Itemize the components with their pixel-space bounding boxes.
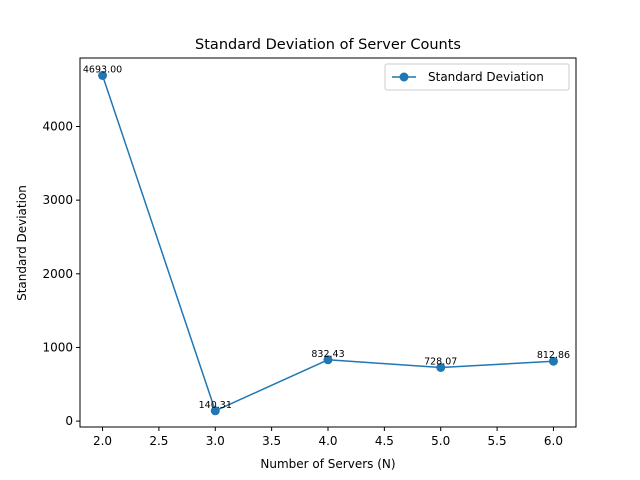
data-point (548, 356, 558, 366)
x-tick-label: 2.0 (93, 434, 112, 448)
data-label: 812.86 (537, 350, 570, 361)
legend-box (384, 63, 570, 91)
x-tick-label: 3.5 (262, 434, 281, 448)
legend: Standard Deviation (384, 63, 570, 91)
x-tick-label: 4.5 (375, 434, 394, 448)
series-layer (98, 70, 558, 416)
x-tick-label: 5.5 (488, 434, 507, 448)
x-tick-label: 2.5 (149, 434, 168, 448)
chart-title: Standard Deviation of Server Counts (195, 37, 461, 53)
data-label: 728.07 (424, 356, 457, 367)
y-tick-label: 1000 (42, 340, 73, 354)
legend-label: Standard Deviation (428, 70, 544, 84)
x-tick-label: 4.0 (318, 434, 337, 448)
x-tick-label: 5.0 (431, 434, 450, 448)
y-axis-ticks: 0 1000 2000 3000 4000 (42, 119, 80, 428)
data-point (323, 355, 333, 365)
y-tick-label: 4000 (42, 119, 73, 133)
y-tick-label: 0 (65, 414, 73, 428)
legend-marker-swatch (399, 72, 409, 82)
y-axis-title: Standard Deviation (15, 185, 29, 301)
data-point (98, 70, 108, 80)
x-axis-title: Number of Servers (N) (260, 457, 395, 471)
y-tick-label: 3000 (42, 193, 73, 207)
data-point (210, 406, 220, 416)
x-tick-label: 6.0 (544, 434, 563, 448)
data-point (436, 362, 446, 372)
data-labels: 4693.00 140.31 832.43 728.07 812.86 (83, 64, 570, 410)
y-tick-label: 2000 (42, 267, 73, 281)
x-tick-label: 3.0 (206, 434, 225, 448)
x-axis-ticks: 2.0 2.5 3.0 3.5 4.0 4.5 5.0 5.5 6.0 (93, 427, 563, 448)
data-label: 140.31 (199, 400, 232, 411)
plot-frame (79, 57, 577, 428)
data-label: 4693.00 (83, 64, 122, 75)
data-label: 832.43 (311, 349, 344, 360)
